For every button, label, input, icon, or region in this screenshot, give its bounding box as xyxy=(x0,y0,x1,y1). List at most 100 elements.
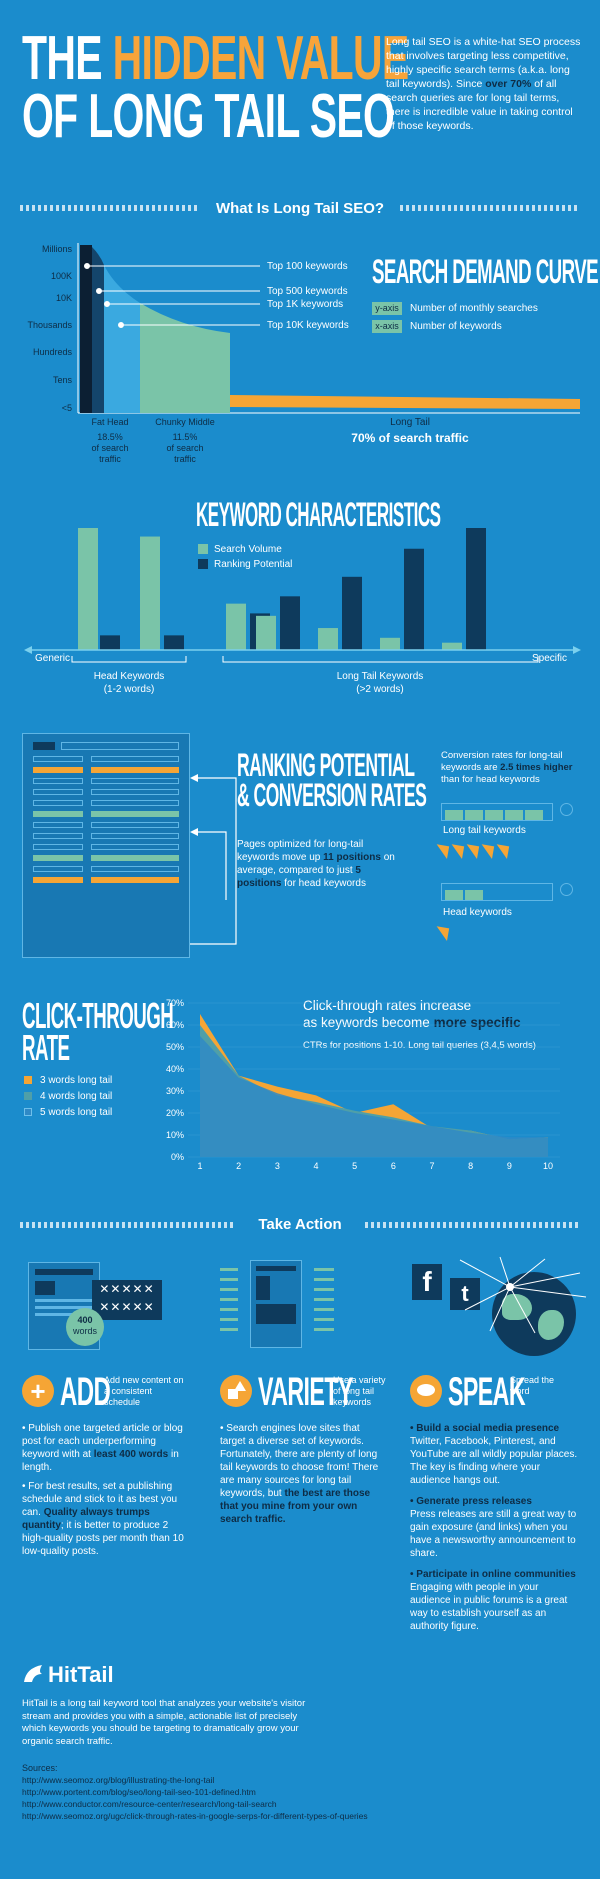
serp-row xyxy=(33,800,179,806)
add-p1-a: • Publish one targeted article or blog p… xyxy=(22,1423,183,1460)
title-line2: OF LONG TAIL SEO xyxy=(22,82,395,151)
add-p1-c: in length. xyxy=(22,1449,179,1473)
title-hidden-value: HIDDEN VALUE xyxy=(112,24,410,93)
serp-illustration xyxy=(22,733,190,958)
callout-top1k: Top 1K keywords xyxy=(267,299,344,310)
rank-text-c: on average, compared to just xyxy=(237,852,395,876)
facebook-icon: f xyxy=(412,1264,442,1300)
volume-bar xyxy=(318,628,338,650)
sources-list: http://www.seomoz.org/blog/illustrating-… xyxy=(22,1774,368,1822)
ranking-bar xyxy=(100,635,120,650)
long-tail-cursors xyxy=(436,839,551,862)
ctr-legend-swatch-4 xyxy=(24,1092,32,1100)
ctr-x-tick: 8 xyxy=(468,1161,473,1171)
volume-bar xyxy=(140,536,160,650)
hittail-brand: HitTail xyxy=(48,1662,114,1687)
hittail-logo-icon xyxy=(22,1662,46,1686)
speak-t1: Twitter, Facebook, Pinterest, and YouTub… xyxy=(410,1436,578,1486)
ctr-x-tick: 2 xyxy=(236,1161,241,1171)
ctr-y-tick: 20% xyxy=(166,1108,184,1118)
ctr-legend-4: 4 words long tail xyxy=(40,1091,113,1102)
add-plus-icon: + xyxy=(22,1375,54,1407)
add-tag: Add new content on a consistent schedule xyxy=(104,1375,184,1407)
variety-p1-a: • Search engines love sites that target … xyxy=(220,1423,379,1499)
add-p2-c: ; it is better to produce 2 high-quality… xyxy=(22,1520,184,1557)
generic-label: Generic xyxy=(35,653,71,664)
curve-band-top100 xyxy=(80,245,92,413)
curve-band-longtail xyxy=(230,395,580,409)
callout-top500: Top 500 keywords xyxy=(267,286,348,297)
ranking-bar xyxy=(466,528,486,650)
source-link-4[interactable]: http://www.seomoz.org/ugc/click-through-… xyxy=(22,1811,368,1821)
ranking-arrows xyxy=(190,774,237,945)
y-axis-desc: Number of monthly searches xyxy=(410,303,538,314)
fat-head-pct: 18.5% xyxy=(97,432,123,442)
y-tick-label: Thousands xyxy=(27,320,72,330)
section-title-what-is: What Is Long Tail SEO? xyxy=(215,200,385,217)
y-tick-label: Tens xyxy=(53,375,73,385)
serp-row xyxy=(33,877,179,883)
serp-row xyxy=(33,767,179,773)
ctr-y-tick: 70% xyxy=(166,998,184,1008)
legend-volume-swatch xyxy=(198,544,208,554)
conversion-text: Conversion rates for long-tail keywords … xyxy=(441,750,591,786)
source-link-1[interactable]: http://www.seomoz.org/blog/illustrating-… xyxy=(22,1775,215,1785)
head-keywords-group: Head Keywords (1-2 words) xyxy=(72,670,186,696)
head-search-box xyxy=(441,883,553,901)
curve-band-chunky xyxy=(140,303,230,413)
ranking-bar xyxy=(280,596,300,650)
rank-text-b: 11 positions xyxy=(323,852,381,863)
curve-band-top500 xyxy=(92,247,104,413)
add-p2-a: • For best results, set a publishing sch… xyxy=(22,1481,178,1518)
head-cursors xyxy=(436,921,551,944)
serp-row xyxy=(33,778,179,784)
head-keywords-sub: (1-2 words) xyxy=(103,684,155,695)
ranking-bar xyxy=(342,576,362,650)
conv-a: Conversion rates for long-tail keywords … xyxy=(441,750,563,773)
variety-shapes-icon xyxy=(220,1375,252,1407)
ctr-headline-b: as keywords become xyxy=(303,1015,434,1030)
long-keywords-sub: (>2 words) xyxy=(356,684,404,695)
chunky-label: Chunky Middle xyxy=(155,417,215,427)
callout-top100: Top 100 keywords xyxy=(267,261,348,272)
demand-curve-chart: Millions 100K 10K Thousands Hundreds Tens <5 xyxy=(27,243,580,414)
legend-ranking-swatch xyxy=(198,559,208,569)
longtail-pct: 70% of search traffic xyxy=(351,431,469,445)
conv-c: than for head keywords xyxy=(441,774,540,785)
speak-h2: • Generate press releases xyxy=(410,1496,532,1507)
source-link-3[interactable]: http://www.conductor.com/resource-center… xyxy=(22,1799,277,1809)
speak-h1: • Build a social media presence xyxy=(410,1423,560,1434)
cursor-icon xyxy=(436,921,455,941)
source-link-2[interactable]: http://www.portent.com/blog/seo/long-tai… xyxy=(22,1787,256,1797)
intro-b: of all search queries are for long tail … xyxy=(386,78,573,132)
add-p1: • Publish one targeted article or blog p… xyxy=(22,1422,186,1474)
divider2-left xyxy=(20,1222,235,1228)
volume-bar xyxy=(256,615,276,650)
speak-block: • Build a social media presence Twitter,… xyxy=(410,1422,580,1633)
serp-row xyxy=(33,822,179,828)
y-tick-label: 100K xyxy=(51,271,72,281)
curve-band-top1k xyxy=(104,265,140,413)
badge-num: 400 xyxy=(77,1315,93,1325)
cursor-icon xyxy=(496,839,515,859)
cursor-icon xyxy=(451,839,470,859)
divider2-right xyxy=(365,1222,580,1228)
fat-head-sub: of search traffic xyxy=(91,443,129,464)
speak-h3: • Participate in online communities xyxy=(410,1569,576,1580)
rank-text-a: Pages optimized for long-tail keywords m… xyxy=(237,839,364,863)
ctr-title: CLICK-THROUGH RATE xyxy=(22,998,174,1066)
ctr-y-tick: 40% xyxy=(166,1064,184,1074)
search-icon-2 xyxy=(560,883,573,896)
ranking-title-2: & CONVERSION RATES xyxy=(237,777,427,813)
ctr-x-tick: 7 xyxy=(429,1161,434,1171)
ctr-x-tick: 9 xyxy=(507,1161,512,1171)
ctr-y-tick: 0% xyxy=(171,1152,184,1162)
words-badge: 400 words xyxy=(66,1308,104,1346)
cursor-icon xyxy=(436,839,455,859)
section-title-take-action: Take Action xyxy=(258,1216,342,1233)
speak-t3: Engaging with people in your audience in… xyxy=(410,1582,568,1632)
ctr-headline-c: more specific xyxy=(433,1015,521,1030)
ranking-title: RANKING POTENTIAL & CONVERSION RATES xyxy=(237,749,427,813)
ctr-x-tick: 1 xyxy=(197,1161,202,1171)
ctr-x-tick: 5 xyxy=(352,1161,357,1171)
